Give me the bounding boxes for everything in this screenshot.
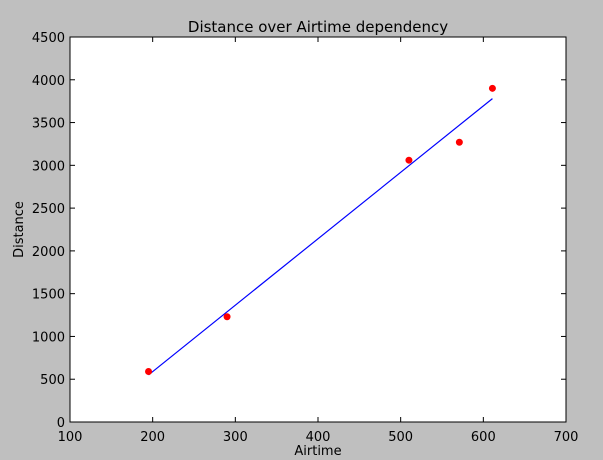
x-tick-label: 300: [223, 430, 248, 445]
y-tick-label: 4000: [32, 74, 65, 89]
fit-line-layer: [148, 98, 493, 376]
y-tick-label: 1500: [32, 288, 65, 303]
y-tick-label: 0: [57, 416, 65, 431]
scatter-point: [223, 313, 231, 321]
y-tick-label: 3500: [32, 117, 65, 132]
x-tick-label: 600: [471, 430, 496, 445]
chart-title: Distance over Airtime dependency: [188, 18, 448, 36]
y-tick-label: 1000: [32, 330, 65, 345]
plot-frame: [69, 36, 567, 423]
y-tick-label: 2500: [32, 202, 65, 217]
y-axis-label: Distance: [12, 201, 27, 258]
scatter-point: [488, 84, 496, 92]
x-tick-label: 200: [140, 430, 165, 445]
scatter-point: [145, 368, 153, 376]
scatter-points-layer: [145, 84, 496, 376]
scatter-point: [455, 138, 463, 146]
x-tick-label: 500: [388, 430, 413, 445]
scatter-point: [405, 156, 413, 164]
x-tick-label: 100: [58, 430, 83, 445]
x-tick-label: 700: [554, 430, 579, 445]
y-tick-label: 3000: [32, 159, 65, 174]
y-tick-label: 500: [40, 373, 65, 388]
x-axis-ticks: 100 200 300 400 500 600 700: [58, 37, 579, 445]
fit-line: [148, 98, 493, 376]
x-tick-label: 400: [306, 430, 331, 445]
x-axis-label: Airtime: [294, 444, 341, 459]
y-tick-label: 4500: [32, 31, 65, 46]
y-tick-label: 2000: [32, 245, 65, 260]
y-axis-ticks: 0 500 1000 1500 2000 2500 3000 3500 4000 4500: [32, 31, 566, 431]
plot-area: [70, 37, 566, 422]
